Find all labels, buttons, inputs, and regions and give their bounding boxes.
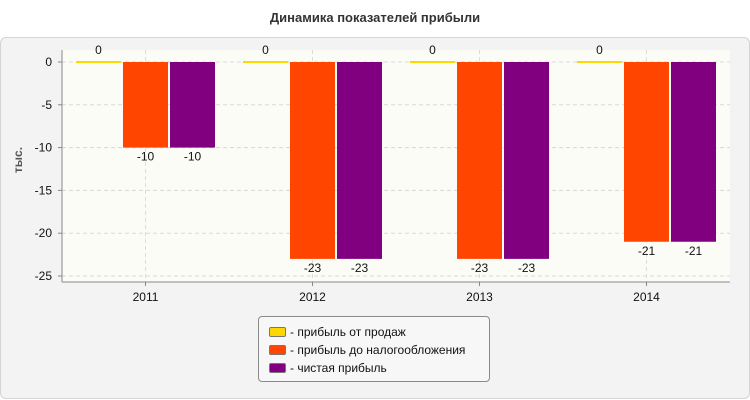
x-tick-label: 2012 — [299, 290, 326, 304]
bar-value-label: -10 — [184, 150, 202, 164]
bar — [624, 62, 669, 242]
y-tick-label: 0 — [45, 55, 52, 69]
legend: - прибыль от продаж - прибыль до налогоо… — [258, 316, 490, 382]
bar — [671, 62, 716, 242]
bar — [290, 62, 335, 259]
bar — [457, 62, 502, 259]
bar — [504, 62, 549, 259]
bar-value-label: -10 — [137, 150, 155, 164]
bar-value-label: 0 — [95, 43, 102, 57]
bar-value-label: 0 — [429, 43, 436, 57]
legend-swatch — [269, 345, 286, 355]
bar-value-label: -23 — [471, 261, 489, 275]
bar — [123, 62, 168, 148]
bar-value-label: 0 — [596, 43, 603, 57]
bar-value-label: -21 — [638, 244, 656, 258]
legend-swatch — [269, 327, 286, 337]
x-tick-label: 2013 — [466, 290, 493, 304]
legend-label: - чистая прибыль — [290, 361, 387, 375]
y-axis-label: тыс. — [11, 147, 25, 173]
legend-item-pretax-profit: - прибыль до налогообложения — [269, 341, 489, 359]
bar-value-label: -23 — [518, 261, 536, 275]
bar-value-label: -21 — [685, 244, 703, 258]
x-tick-label: 2014 — [633, 290, 660, 304]
legend-label: - прибыль от продаж — [290, 325, 406, 339]
x-tick-label: 2011 — [133, 290, 159, 304]
bar-value-label: -23 — [351, 261, 369, 275]
bar-value-label: 0 — [262, 43, 269, 57]
chart-title: Динамика показателей прибыли — [269, 10, 481, 25]
bar — [243, 61, 288, 63]
bar — [170, 62, 215, 148]
bar — [577, 61, 622, 63]
y-tick-label: -5 — [41, 98, 52, 112]
y-tick-label: -15 — [35, 183, 53, 197]
legend-item-sales-profit: - прибыль от продаж — [269, 323, 489, 341]
bar — [410, 61, 455, 63]
y-tick-label: -25 — [35, 269, 53, 283]
y-tick-label: -10 — [35, 141, 53, 155]
bar-value-label: -23 — [304, 261, 322, 275]
y-tick-label: -20 — [35, 226, 53, 240]
bar — [76, 61, 121, 63]
legend-item-net-profit: - чистая прибыль — [269, 359, 489, 377]
legend-swatch — [269, 363, 286, 373]
bar — [337, 62, 382, 259]
legend-label: - прибыль до налогообложения — [290, 343, 466, 357]
